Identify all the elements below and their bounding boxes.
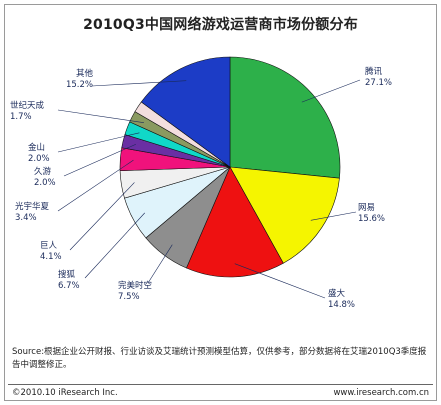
pie-slice-3 bbox=[186, 166, 284, 278]
copyright-text: ©2010.10 iResearch Inc. bbox=[12, 388, 118, 398]
slice-value-label: 1.7% bbox=[10, 112, 32, 122]
slice-name-label: 搜狐 bbox=[58, 269, 76, 280]
slice-value-label: 7.5% bbox=[118, 292, 140, 302]
leader-line-3 bbox=[234, 263, 326, 299]
slice-name-label: 腾讯 bbox=[365, 66, 383, 77]
pie-slice-2 bbox=[229, 166, 340, 264]
chart-title: 2010Q3中国网络游戏运营商市场份额分布 bbox=[83, 17, 358, 33]
slice-name-label: 金山 bbox=[28, 142, 45, 153]
pie-slice-1 bbox=[229, 56, 341, 179]
website-text: www.iresearch.com.cn bbox=[333, 388, 429, 398]
slice-value-label: 3.4% bbox=[15, 213, 37, 223]
slice-value-label: 27.1% bbox=[365, 78, 392, 88]
leader-line-7 bbox=[57, 159, 134, 212]
source-note: Source:根据企业公开财报、行业访谈及艾瑞统计预测模型估算，仅供参考，部分数… bbox=[12, 347, 427, 370]
leader-line-6 bbox=[69, 182, 135, 251]
footer-divider bbox=[8, 384, 433, 385]
slice-name-label: 盛大 bbox=[328, 288, 346, 299]
slice-name-label: 其他 bbox=[76, 68, 94, 79]
slice-name-label: 光宇华夏 bbox=[15, 201, 50, 212]
slice-value-label: 15.2% bbox=[66, 80, 93, 90]
slice-name-label: 世纪天成 bbox=[10, 100, 45, 111]
slice-name-label: 巨人 bbox=[40, 241, 58, 251]
slice-value-label: 14.8% bbox=[328, 300, 355, 310]
leader-line-11 bbox=[91, 80, 187, 87]
leader-line-5 bbox=[84, 212, 145, 279]
slice-value-label: 6.7% bbox=[58, 281, 80, 291]
slice-value-label: 2.0% bbox=[28, 154, 50, 164]
slice-name-label: 网易 bbox=[358, 203, 375, 213]
slice-value-label: 15.6% bbox=[358, 214, 385, 224]
slice-name-label: 完美时空 bbox=[118, 280, 152, 291]
leader-line-4 bbox=[147, 244, 173, 284]
leader-line-10 bbox=[57, 109, 144, 124]
slice-value-label: 4.1% bbox=[40, 252, 62, 262]
leader-line-8 bbox=[63, 143, 137, 177]
leader-line-2 bbox=[310, 211, 357, 221]
pie-slice-12 bbox=[140, 56, 231, 168]
slice-name-label: 久游 bbox=[34, 166, 52, 177]
slice-value-label: 2.0% bbox=[34, 178, 56, 188]
leader-line-1 bbox=[301, 79, 361, 103]
leader-line-9 bbox=[57, 132, 140, 153]
